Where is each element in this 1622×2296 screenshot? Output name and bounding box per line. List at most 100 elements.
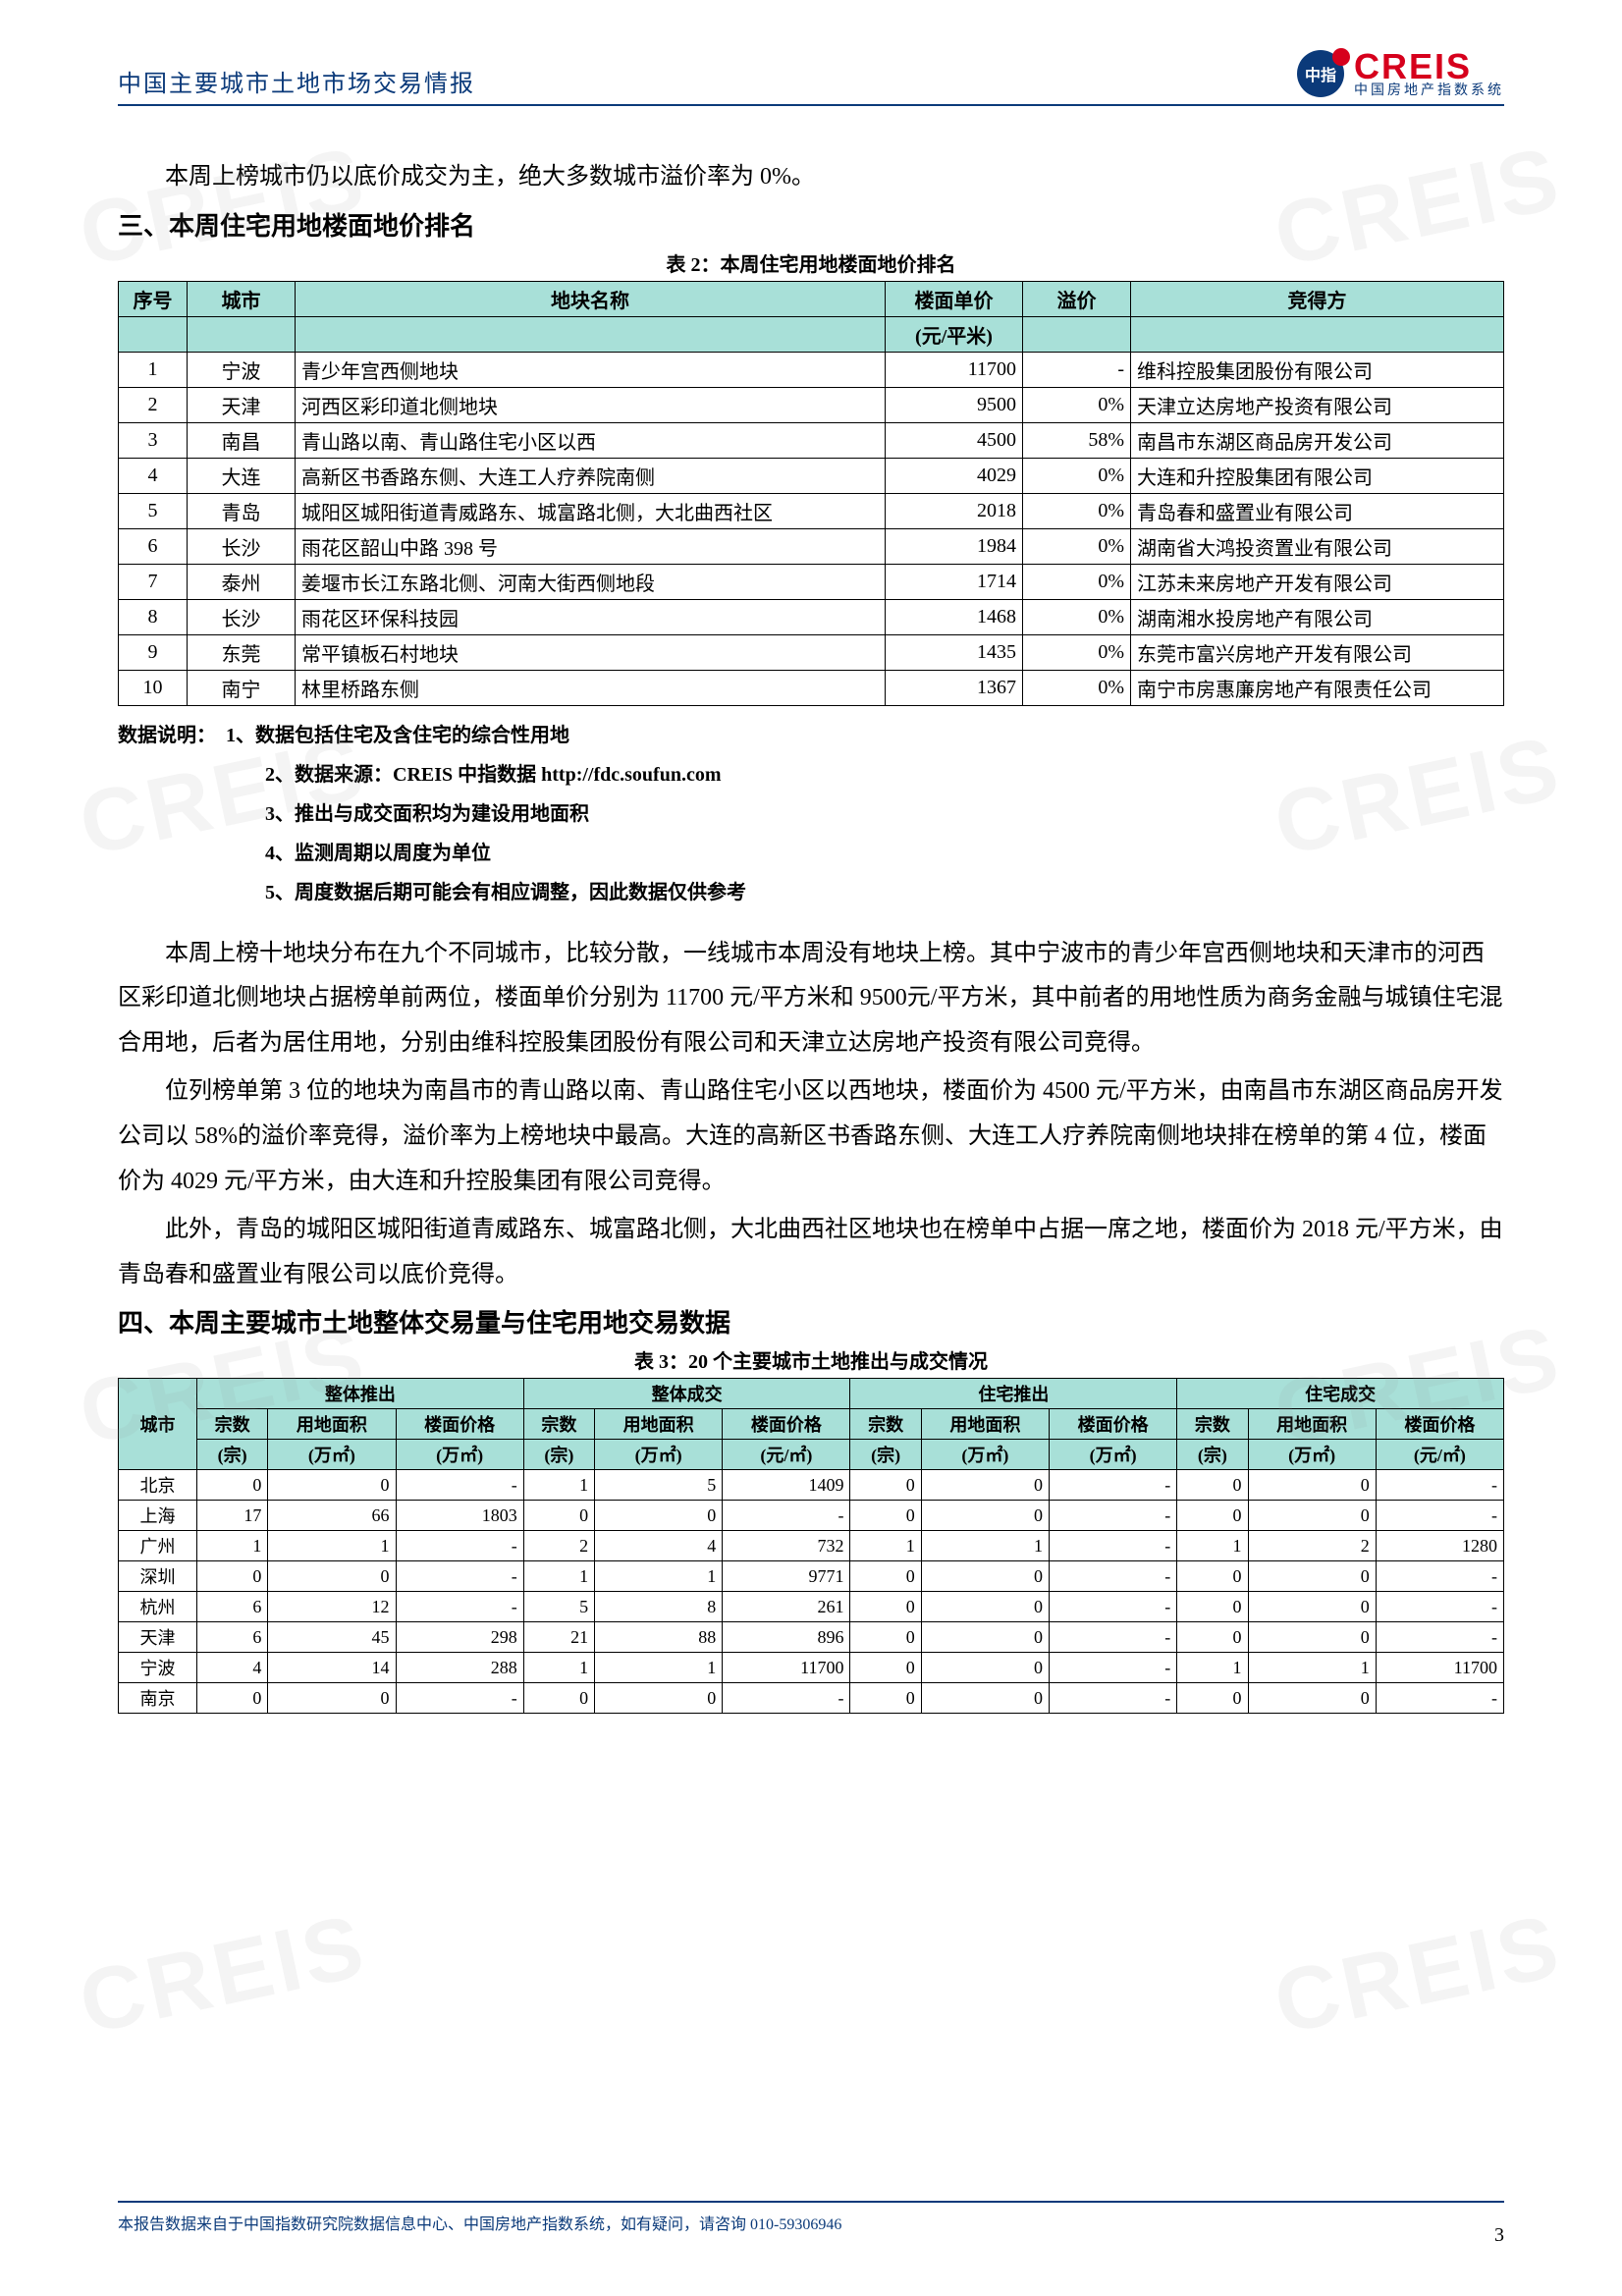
table3: 城市 整体推出 整体成交 住宅推出 住宅成交 宗数用地面积楼面价格宗数用地面积楼… [118, 1378, 1504, 1714]
t3-cell: - [1050, 1561, 1177, 1592]
t3-cell: 6 [197, 1622, 268, 1653]
t3-cell: 4 [197, 1653, 268, 1683]
table-row: 深圳00-11977100-00- [119, 1561, 1504, 1592]
t3-cell: 0 [1177, 1622, 1248, 1653]
t3-cell: 1 [523, 1470, 594, 1501]
t3-cell: 1409 [723, 1470, 850, 1501]
table-row: 广州11-2473211-121280 [119, 1531, 1504, 1561]
cell-name: 高新区书香路东侧、大连工人疗养院南侧 [296, 458, 886, 493]
t3-subheader: 宗数 [197, 1409, 268, 1440]
t3-cell: 0 [850, 1501, 921, 1531]
t3-cell: 0 [850, 1622, 921, 1653]
t3-cell: - [1050, 1501, 1177, 1531]
notes-item: 5、周度数据后期可能会有相应调整，因此数据仅供参考 [118, 873, 1504, 912]
t3-cell: 4 [595, 1531, 723, 1561]
cell-premium: 58% [1023, 422, 1131, 458]
logo-big: CREIS [1354, 49, 1504, 84]
t3-cell: - [1376, 1501, 1503, 1531]
cell-buyer: 维科控股集团股份有限公司 [1131, 352, 1504, 387]
cell-premium: - [1023, 352, 1131, 387]
t3-subheader: 宗数 [850, 1409, 921, 1440]
t3-cell: 0 [850, 1470, 921, 1501]
cell-name: 姜堰市长江东路北侧、河南大街西侧地段 [296, 564, 886, 599]
table-row: 南京00-00-00-00- [119, 1683, 1504, 1714]
t3-unit: (万㎡) [595, 1440, 723, 1470]
cell-name: 青少年宫西侧地块 [296, 352, 886, 387]
t3-cell: 1 [595, 1653, 723, 1683]
t3-cell: 0 [197, 1683, 268, 1714]
table-row: 10南宁林里桥路东侧13670%南宁市房惠廉房地产有限责任公司 [119, 670, 1504, 705]
table-row: 2天津河西区彩印道北侧地块95000%天津立达房地产投资有限公司 [119, 387, 1504, 422]
cell-seq: 4 [119, 458, 188, 493]
cell-seq: 3 [119, 422, 188, 458]
t3-cell: 0 [1248, 1470, 1376, 1501]
t3-cell: - [1376, 1622, 1503, 1653]
notes-item: 1、数据包括住宅及含住宅的综合性用地 [226, 725, 569, 746]
cell-buyer: 天津立达房地产投资有限公司 [1131, 387, 1504, 422]
t3-subheader: 用地面积 [921, 1409, 1049, 1440]
cell-city: 东莞 [188, 634, 296, 670]
t3-subheader: 楼面价格 [1050, 1409, 1177, 1440]
t3-cell: 66 [268, 1501, 396, 1531]
t3-unit: (万㎡) [1050, 1440, 1177, 1470]
t3-cell: 12 [268, 1592, 396, 1622]
t3-cell: 0 [1248, 1561, 1376, 1592]
t3-unit: (万㎡) [921, 1440, 1049, 1470]
cell-buyer: 江苏未来房地产开发有限公司 [1131, 564, 1504, 599]
t3-cell: - [723, 1501, 850, 1531]
t3-unit: (宗) [523, 1440, 594, 1470]
t3-cell: 1 [523, 1561, 594, 1592]
t3-subheader: 宗数 [523, 1409, 594, 1440]
table3-caption: 表 3：20 个主要城市土地推出与成交情况 [118, 1345, 1504, 1374]
cell-buyer: 南昌市东湖区商品房开发公司 [1131, 422, 1504, 458]
table-row: 杭州612-5826100-00- [119, 1592, 1504, 1622]
t3-city: 广州 [119, 1531, 197, 1561]
t3-cell: 288 [396, 1653, 523, 1683]
t3-subheader: 用地面积 [1248, 1409, 1376, 1440]
t3-cell: 14 [268, 1653, 396, 1683]
th-seq: 序号 [119, 281, 188, 316]
t3-cell: - [1376, 1592, 1503, 1622]
t3-cell: 0 [1177, 1470, 1248, 1501]
cell-name: 河西区彩印道北侧地块 [296, 387, 886, 422]
cell-seq: 9 [119, 634, 188, 670]
cell-city: 长沙 [188, 528, 296, 564]
cell-seq: 2 [119, 387, 188, 422]
t3-cell: 0 [921, 1501, 1049, 1531]
table-row: 5青岛城阳区城阳街道青威路东、城富路北侧，大北曲西社区20180%青岛春和盛置业… [119, 493, 1504, 528]
cell-price: 2018 [886, 493, 1023, 528]
t3-cell: 1803 [396, 1501, 523, 1531]
cell-buyer: 大连和升控股集团有限公司 [1131, 458, 1504, 493]
t3-unit: (万㎡) [1248, 1440, 1376, 1470]
t3-cell: 1 [595, 1561, 723, 1592]
cell-price: 4029 [886, 458, 1023, 493]
para1: 本周上榜十地块分布在九个不同城市，比较分散，一线城市本周没有地块上榜。其中宁波市… [118, 932, 1504, 1066]
section4-heading: 四、本周主要城市土地整体交易量与住宅用地交易数据 [118, 1303, 1504, 1339]
t3-cell: - [1050, 1622, 1177, 1653]
t3-cell: 0 [921, 1622, 1049, 1653]
t3-city: 天津 [119, 1622, 197, 1653]
page-header: 中国主要城市土地市场交易情报 中指 CREIS 中国房地产指数系统 [118, 49, 1504, 106]
cell-seq: 8 [119, 599, 188, 634]
page-number: 3 [1494, 2224, 1504, 2247]
t3-cell: - [1376, 1561, 1503, 1592]
t3-cell: 0 [595, 1683, 723, 1714]
notes-item: 4、监测周期以周度为单位 [118, 834, 1504, 873]
t3-cell: 1 [1248, 1653, 1376, 1683]
section3-heading: 三、本周住宅用地楼面地价排名 [118, 206, 1504, 243]
t3-cell: 11700 [1376, 1653, 1503, 1683]
t3-cell: 0 [1177, 1683, 1248, 1714]
t3-cell: 1 [268, 1531, 396, 1561]
cell-city: 南昌 [188, 422, 296, 458]
th-buyer: 竞得方 [1131, 281, 1504, 316]
t3-cell: - [723, 1683, 850, 1714]
cell-city: 青岛 [188, 493, 296, 528]
cell-city: 天津 [188, 387, 296, 422]
t3-unit: (宗) [850, 1440, 921, 1470]
table-row: 上海1766180300-00-00- [119, 1501, 1504, 1531]
t3-city: 宁波 [119, 1653, 197, 1683]
table-row: 4大连高新区书香路东侧、大连工人疗养院南侧40290%大连和升控股集团有限公司 [119, 458, 1504, 493]
t3-cell: 88 [595, 1622, 723, 1653]
t3-subheader: 楼面价格 [723, 1409, 850, 1440]
cell-premium: 0% [1023, 387, 1131, 422]
